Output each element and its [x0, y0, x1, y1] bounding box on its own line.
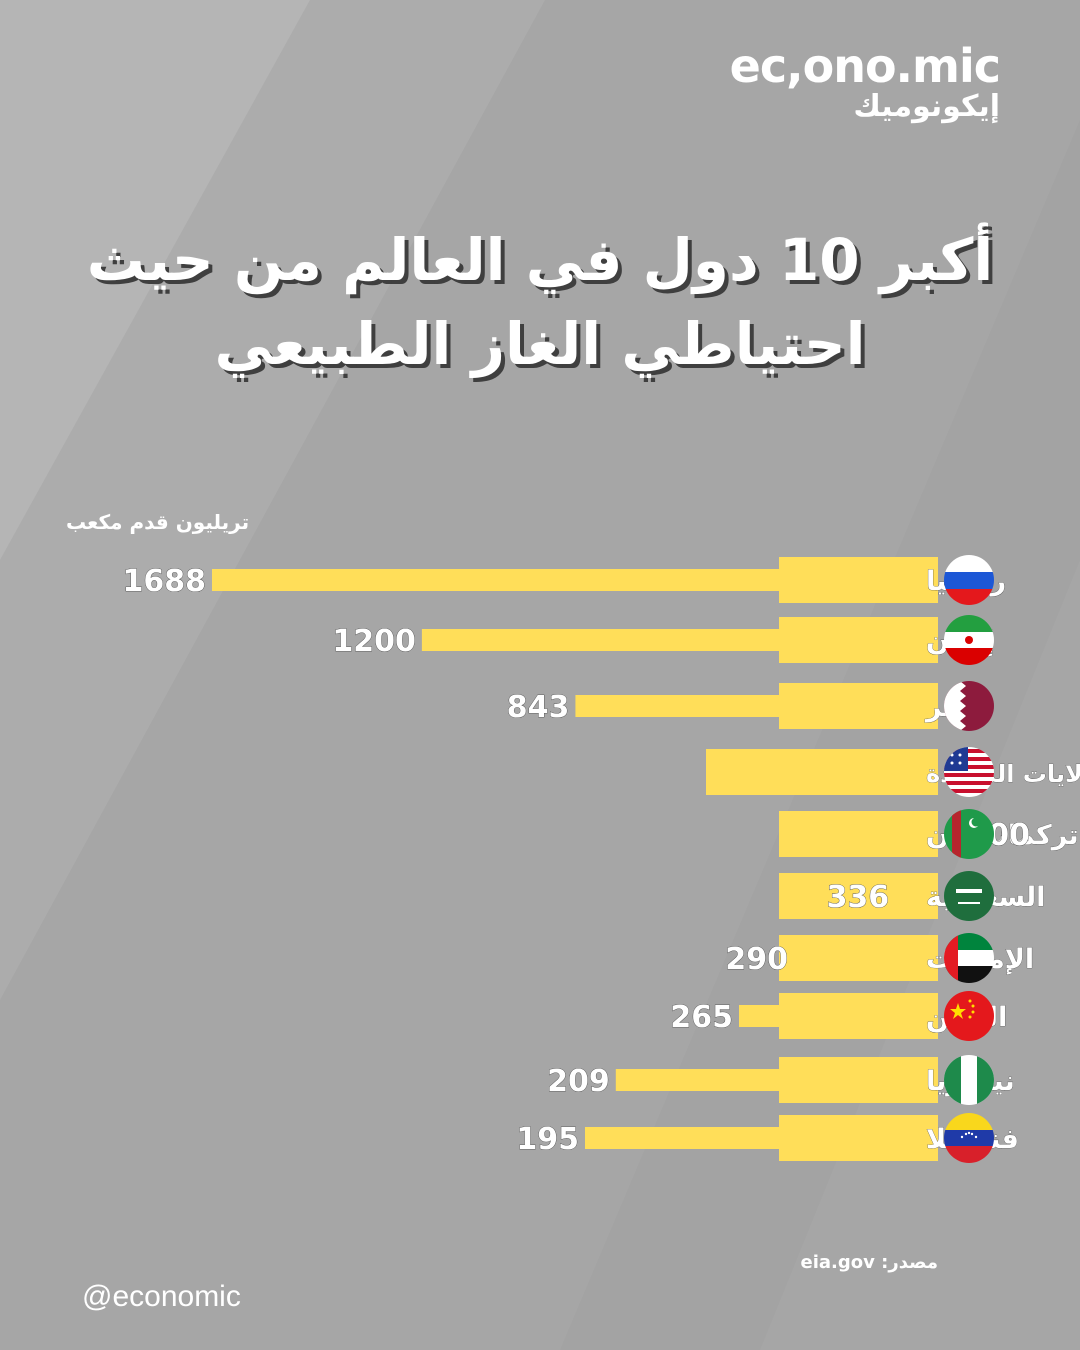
country-label-box-7: [779, 993, 938, 1039]
source-note: مصدر: eia.gov: [800, 1252, 938, 1273]
china-flag: [944, 991, 994, 1041]
qatar-flag: [944, 681, 994, 731]
title-line-2: احتياطي الغاز الطبيعي: [214, 310, 866, 378]
value-label-9: 195: [516, 1122, 579, 1157]
chart-title: أكبر 10 دول في العالم من حيث احتياطي الغ…: [60, 218, 1020, 386]
value-label-6: 290: [725, 942, 788, 977]
country-label-box-0: [779, 557, 938, 603]
bar-0: [212, 569, 938, 591]
title-line-1: أكبر 10 دول في العالم من حيث: [86, 226, 994, 294]
turkmenistan-flag: [944, 809, 994, 859]
value-label-1: 1200: [332, 624, 416, 659]
country-label-box-1: [779, 617, 938, 663]
value-label-7: 265: [670, 1000, 733, 1035]
nigeria-flag: [944, 1055, 994, 1105]
saudi-flag: [944, 871, 994, 921]
country-label-box-8: [779, 1057, 938, 1103]
value-label-5: 336: [827, 880, 890, 915]
country-label-box-3: [706, 749, 938, 795]
brand-logo: ec,ono.mic إيكونوميك: [729, 38, 1001, 124]
logo-ar: إيكونوميك: [853, 89, 1000, 124]
country-label-box-4: [779, 811, 938, 857]
social-handle: @economic: [82, 1280, 241, 1313]
value-label-0: 1688: [123, 564, 207, 599]
value-label-2: 843: [507, 690, 570, 725]
iran-flag: [944, 615, 994, 665]
country-label-box-9: [779, 1115, 938, 1161]
logo-en: ec,ono.mic: [729, 39, 1001, 93]
unit-label: تريليون قدم مكعب: [66, 510, 250, 534]
country-label-box-2: [779, 683, 938, 729]
country-label-box-6: [779, 935, 938, 981]
value-label-8: 209: [547, 1064, 610, 1099]
country-label-box-5: [779, 873, 938, 919]
venezuela-flag: [944, 1113, 994, 1163]
usa-flag: [944, 747, 994, 797]
uae-flag: [944, 933, 994, 983]
russia-flag: [944, 555, 994, 605]
